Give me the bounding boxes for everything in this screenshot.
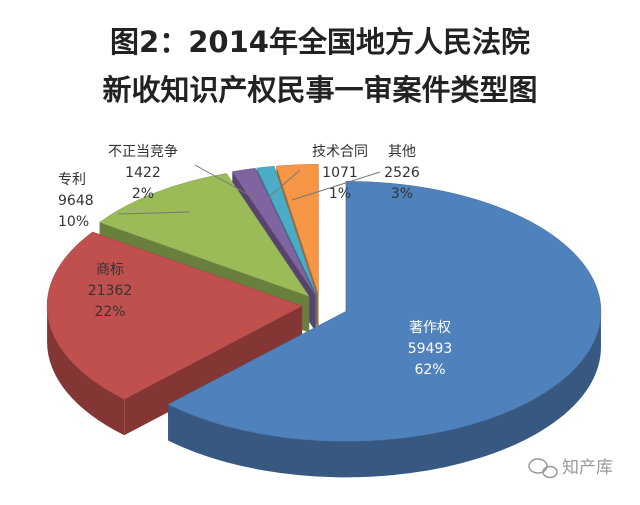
data-label: 21362 [88,283,133,299]
data-label: 1071 [322,165,358,181]
data-label: 商标 [96,262,124,278]
leader-line [194,164,259,201]
slice-top [231,167,316,295]
slice-top [256,165,317,295]
data-label: 22% [94,304,125,320]
data-label: 3% [391,186,413,202]
chart-title: 图2：2014年全国地方人民法院 [110,25,530,59]
slice-side [168,311,601,478]
data-label: 9648 [58,193,94,209]
data-label: 59493 [408,341,453,357]
data-label: 专利 [58,172,86,188]
data-label: 著作权 [409,320,451,336]
leader-line [267,169,301,199]
data-label: 其他 [388,144,416,160]
slice [46,231,303,436]
slice-top [167,181,602,442]
slice-edge [124,306,303,436]
data-label: 1422 [125,165,161,181]
data-label: 技术合同 [312,144,368,160]
data-label: 10% [58,214,89,230]
data-label: 62% [414,362,445,378]
slice [167,181,602,478]
leader-line [117,211,191,215]
data-label: 1% [329,186,351,202]
leader-line [291,171,381,201]
chart-title: 新收知识产权民事一审案件类型图 [102,73,537,107]
watermark: 知产库 [562,458,613,478]
watermark-icon [528,458,558,479]
data-label: 不正当竞争 [108,143,178,160]
slice-side [47,306,125,436]
slice-top [99,173,310,297]
slice-top [275,163,319,295]
data-label: 2% [132,186,154,202]
slice-top [46,231,303,400]
data-label: 2526 [384,165,420,181]
